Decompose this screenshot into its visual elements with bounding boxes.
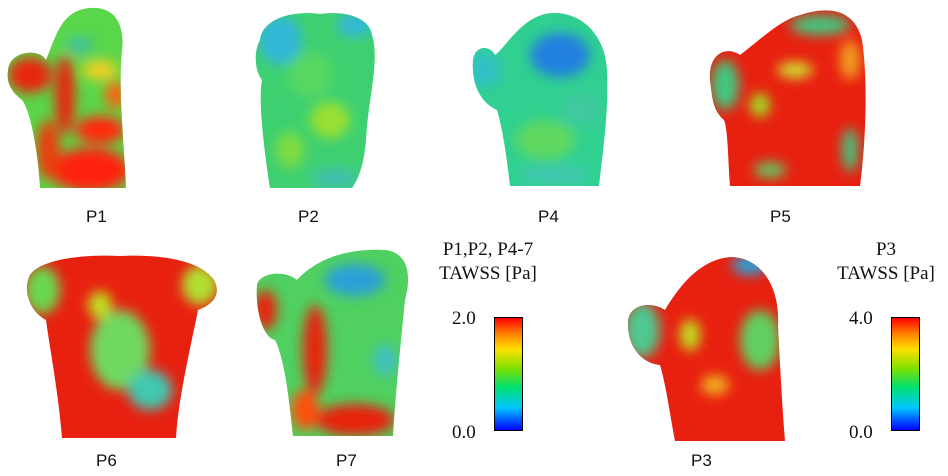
panel-label-p2: P2 [298, 207, 319, 226]
vessel-render-p1 [0, 0, 180, 200]
vessel-render-p3 [620, 245, 800, 455]
legend-main-title-line2: TAWSS [Pa] [439, 263, 537, 284]
legend-p3-title-line1: P3 [875, 239, 897, 260]
legend-p3-colorbar [891, 317, 920, 431]
vessel-render-p2 [240, 0, 400, 200]
panel-label-p3: P3 [691, 451, 712, 470]
panel-label-p1: P1 [86, 207, 107, 226]
legend-p3-title-line2: TAWSS [Pa] [837, 263, 935, 284]
vessel-render-p5 [700, 0, 900, 200]
legend-main-max: 2.0 [452, 308, 476, 329]
panel-label-p5: P5 [770, 207, 791, 226]
panel-label-p6: P6 [96, 451, 117, 470]
panel-label-p4: P4 [538, 207, 559, 226]
legend-main-min: 0.0 [452, 422, 476, 443]
panel-label-p7: P7 [336, 451, 357, 470]
legend-p3-max: 4.0 [849, 308, 873, 329]
vessel-render-p6 [0, 240, 230, 450]
legend-main-colorbar [494, 317, 523, 431]
vessel-render-p4 [465, 0, 625, 200]
legend-p3-min: 0.0 [849, 422, 873, 443]
legend-main-title-line1: P1,P2, P4-7 [442, 239, 534, 260]
vessel-render-p7 [245, 240, 425, 450]
